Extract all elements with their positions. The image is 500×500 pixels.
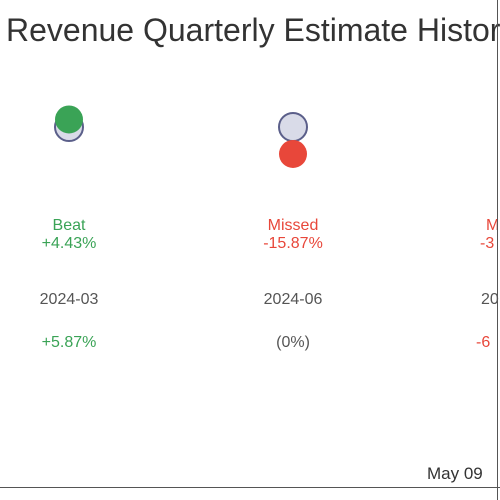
change-label-2: (0%) xyxy=(276,334,310,351)
change-label-3: -6 xyxy=(476,334,491,351)
surprise-label-3: -3 xyxy=(480,235,495,252)
period-label-1: 2024-03 xyxy=(39,291,99,308)
surprise-label-1: +4.43% xyxy=(41,235,97,252)
status-label-2: Missed xyxy=(267,217,319,234)
change-label-1: +5.87% xyxy=(41,334,97,351)
status-label-1: Beat xyxy=(52,217,86,234)
chart-title: Revenue Quarterly Estimate History xyxy=(6,12,500,48)
estimate-marker-2 xyxy=(278,112,308,142)
plot-border-right xyxy=(497,0,498,500)
period-label-2: 2024-06 xyxy=(263,291,323,308)
period-label-3: 20 xyxy=(481,291,499,308)
surprise-label-2: -15.87% xyxy=(263,235,323,252)
actual-marker-1 xyxy=(55,105,83,134)
status-label-3: Missed xyxy=(486,217,500,234)
plot-border-bottom xyxy=(0,487,500,488)
actual-marker-2 xyxy=(279,139,307,168)
footer-date: May 09 xyxy=(427,464,483,483)
